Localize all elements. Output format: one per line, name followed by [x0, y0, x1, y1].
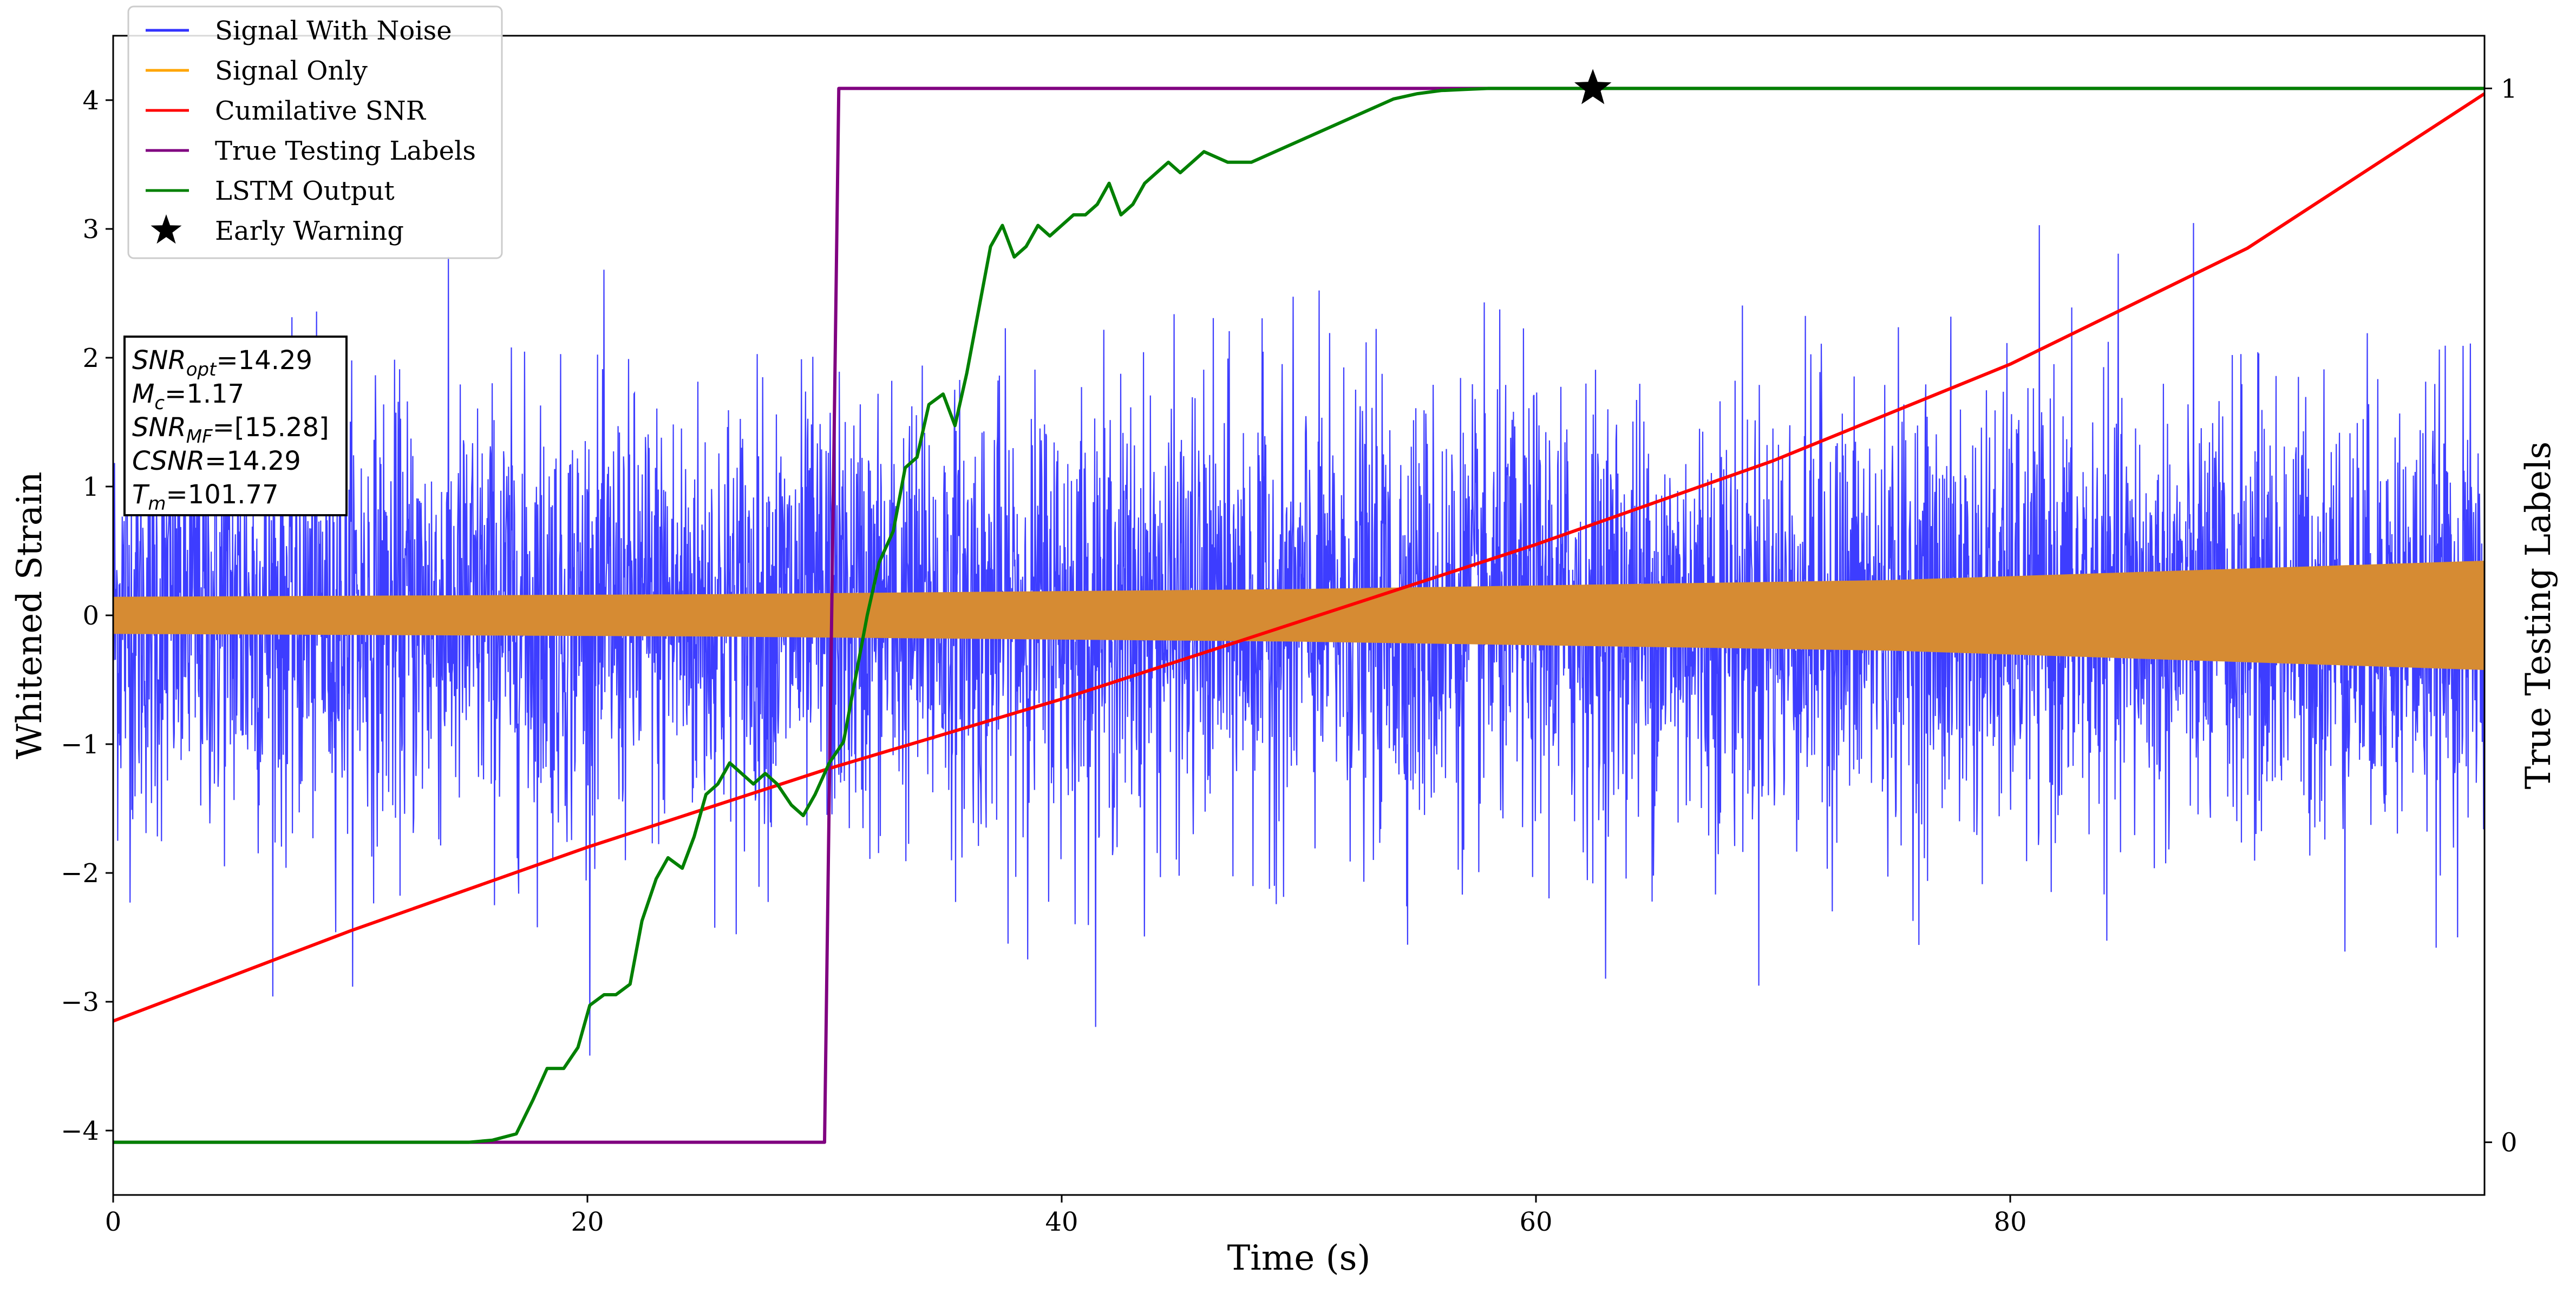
legend-label: Signal Only: [215, 56, 368, 86]
y-tick-label: −2: [61, 858, 99, 889]
line-series-group: [113, 87, 2485, 1144]
stats-annotation: SNRopt=14.29Mc=1.17SNRMF=[15.28]CSNR=14.…: [123, 336, 348, 516]
legend-item: True Testing Labels: [146, 136, 476, 166]
x-tick-label: 0: [105, 1207, 122, 1237]
y-tick-label: −3: [61, 987, 99, 1017]
y-tick-label: 1: [82, 472, 99, 502]
y2-axis-label: True Testing Labels: [2519, 442, 2559, 790]
legend-item: Signal With Noise: [146, 16, 452, 46]
y-tick-label: −4: [61, 1116, 99, 1146]
signal-only-series: [113, 560, 2485, 671]
x-tick-label: 80: [1993, 1207, 2026, 1237]
y-axis-label: Whitened Strain: [10, 471, 50, 759]
x-tick-label: 20: [571, 1207, 604, 1237]
y-tick-label: 2: [82, 343, 99, 373]
legend-item: Cumilative SNR: [146, 96, 427, 126]
legend-label: Signal With Noise: [215, 16, 452, 46]
annotation-line: CSNR=14.29: [132, 446, 301, 476]
legend-item: Early Warning: [151, 214, 404, 246]
annotation-line: SNRopt=14.29: [132, 345, 312, 380]
legend-label: Cumilative SNR: [215, 96, 427, 126]
y-tick-label: 4: [82, 86, 99, 116]
annotation-line: SNRMF=[15.28]: [132, 412, 329, 448]
lstm-output-line: [113, 87, 2485, 1144]
legend-box: [127, 5, 503, 259]
signal-only-band: [113, 560, 2485, 671]
y2-tick-label: 1: [2501, 74, 2518, 104]
legend-item: LSTM Output: [146, 176, 395, 206]
legend-label: Early Warning: [215, 216, 404, 246]
legend-label: True Testing Labels: [215, 136, 476, 166]
y-tick-label: 3: [82, 214, 99, 245]
legend-item: Signal Only: [146, 56, 368, 86]
annotation-box: [123, 336, 348, 516]
x-tick-label: 60: [1519, 1207, 1552, 1237]
legend: Signal With Noise Signal Only Cumilative S…: [127, 5, 503, 259]
y-tick-label: −1: [61, 730, 99, 760]
x-axis-label: Time (s): [1227, 1238, 1371, 1278]
early-warning-star: [1574, 69, 1612, 104]
early-warning-group: [1574, 69, 1612, 104]
annotation-line: Tm=101.77: [132, 479, 279, 515]
annotation-line: Mc=1.17: [132, 379, 244, 414]
y2-tick-label: 0: [2501, 1128, 2518, 1158]
legend-star-icon: [151, 214, 182, 244]
y-tick-label: 0: [82, 601, 99, 631]
x-tick-label: 40: [1045, 1207, 1078, 1237]
cumilative-snr-line: [113, 92, 2485, 1023]
legend-label: LSTM Output: [215, 176, 395, 206]
